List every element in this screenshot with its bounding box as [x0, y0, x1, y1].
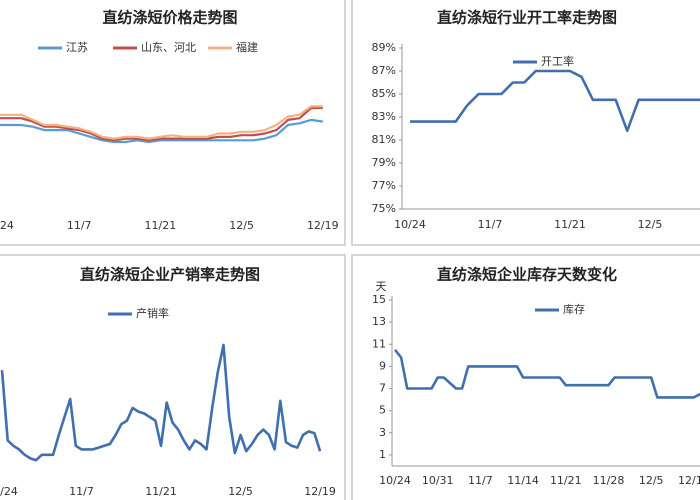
- y-tick-label: 87%: [372, 64, 396, 77]
- x-tick-label: 10/31: [422, 474, 454, 487]
- y-tick-label: 11: [372, 337, 386, 350]
- x-tick-label: 10/24: [394, 218, 426, 231]
- x-tick-label: 12/19: [307, 219, 339, 232]
- y-tick-label: 1: [379, 448, 386, 461]
- y-tick-label: 85%: [372, 87, 396, 100]
- x-tick-label: 10/24: [0, 485, 18, 498]
- data-line: [410, 69, 700, 133]
- x-tick-label: 11/7: [468, 474, 493, 487]
- x-tick-label: 12/5: [638, 218, 663, 231]
- x-tick-label: 11/21: [145, 219, 177, 232]
- x-tick-label: 11/7: [67, 219, 92, 232]
- y-axis-label: 天: [376, 280, 387, 293]
- chart-title: 直纺涤短企业库存天数变化: [437, 266, 617, 284]
- x-tick-label: 11/7: [69, 485, 94, 498]
- legend-label: 福建: [236, 40, 258, 54]
- y-tick-label: 9: [379, 359, 386, 372]
- y-tick-label: 79%: [372, 156, 396, 169]
- x-tick-label: 10/24: [379, 474, 411, 487]
- x-tick-label: 12/5: [639, 474, 664, 487]
- data-line: [0, 105, 323, 140]
- data-line: [0, 118, 323, 144]
- y-tick-label: 7: [379, 382, 386, 395]
- y-tick-label: 13: [372, 315, 386, 328]
- chart-title: 直纺涤短行业开工率走势图: [437, 9, 617, 27]
- y-tick-label: 75%: [372, 202, 396, 215]
- x-tick-label: 12/19: [304, 485, 336, 498]
- data-line: [0, 343, 322, 462]
- x-tick-label: 10/24: [0, 219, 14, 232]
- y-tick-label: 77%: [372, 179, 396, 192]
- y-tick-label: 83%: [372, 110, 396, 123]
- y-tick-label: 81%: [372, 133, 396, 146]
- chart-title: 直纺涤短企业产销率走势图: [80, 266, 260, 284]
- x-tick-label: 11/21: [554, 218, 586, 231]
- x-tick-label: 11/28: [593, 474, 625, 487]
- x-tick-label: 11/14: [507, 474, 539, 487]
- legend-label: 江苏: [66, 41, 88, 54]
- chart: 直纺涤短行业开工率走势图 75% 77% 79% 81% 83% 85% 87% 89% 10/2…: [372, 9, 700, 231]
- chart: 直纺涤短价格走势图 10/24 11/7 11/21 12/5 12/19 江苏 山东、河北 福…: [0, 9, 339, 232]
- x-tick-label: 11/21: [550, 474, 582, 487]
- x-tick-label: 11/7: [478, 218, 503, 231]
- legend-label: 开工率: [541, 54, 574, 68]
- x-tick-label: 11/21: [145, 485, 177, 498]
- panel: [351, 0, 700, 246]
- y-tick-label: 89%: [372, 41, 396, 54]
- chart-title: 直纺涤短价格走势图: [102, 9, 237, 27]
- panel: [0, 0, 346, 246]
- x-tick-label: 12/12: [678, 474, 700, 487]
- data-line: [0, 106, 323, 142]
- x-tick-label: 12/5: [229, 219, 254, 232]
- legend-label: 山东、河北: [141, 41, 196, 54]
- panel: [0, 254, 346, 500]
- legend-label: 产销率: [136, 306, 169, 320]
- chart: 直纺涤短企业产销率走势图 10/24 11/7 11/21 12/5 12/19 产销率: [0, 266, 336, 499]
- x-tick-label: 12/5: [228, 485, 253, 498]
- y-tick-label: 3: [379, 426, 386, 439]
- y-tick-label: 15: [372, 293, 386, 306]
- y-tick-label: 5: [379, 404, 386, 417]
- legend-label: 库存: [563, 302, 585, 316]
- data-line: [393, 348, 700, 399]
